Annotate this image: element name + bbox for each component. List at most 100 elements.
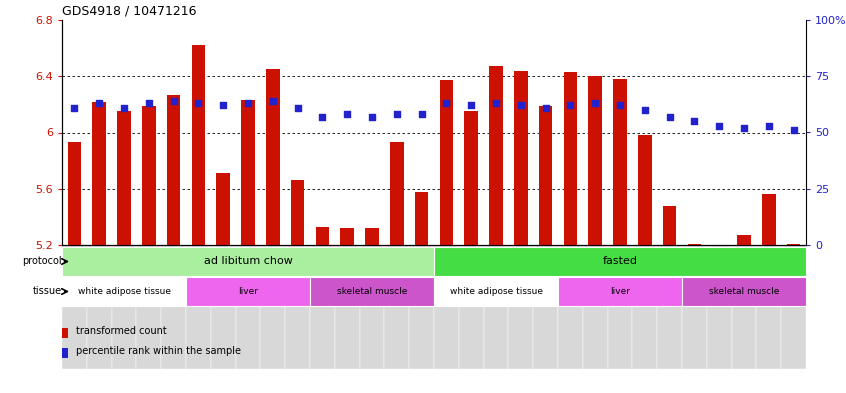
Bar: [390, 142, 404, 245]
Text: skeletal muscle: skeletal muscle: [337, 287, 407, 296]
Bar: [558, 245, 583, 247]
Text: percentile rank within the sample: percentile rank within the sample: [75, 346, 240, 356]
Bar: [162, 245, 186, 247]
Bar: [607, 245, 633, 247]
Bar: [459, 245, 484, 369]
Bar: [706, 245, 732, 247]
Bar: [360, 245, 384, 369]
Bar: [781, 245, 806, 369]
Bar: [583, 245, 607, 247]
Point: [539, 105, 552, 111]
Bar: [682, 277, 806, 306]
Point: [167, 98, 180, 104]
Point: [266, 98, 279, 104]
Bar: [539, 106, 552, 245]
Bar: [335, 245, 360, 369]
Bar: [142, 106, 156, 245]
Bar: [384, 245, 409, 247]
Bar: [756, 245, 781, 369]
Text: ad libitum chow: ad libitum chow: [204, 257, 293, 266]
Point: [563, 102, 577, 108]
Bar: [167, 95, 180, 245]
Bar: [434, 245, 459, 369]
Text: protocol: protocol: [22, 257, 62, 266]
Bar: [484, 245, 508, 369]
Bar: [62, 245, 87, 369]
Bar: [87, 245, 112, 369]
Point: [514, 102, 528, 108]
Text: GDS4918 / 10471216: GDS4918 / 10471216: [62, 4, 196, 17]
Bar: [62, 347, 69, 358]
Bar: [211, 245, 235, 369]
Bar: [409, 245, 434, 247]
Bar: [533, 245, 558, 247]
Bar: [217, 173, 230, 245]
Point: [415, 111, 428, 118]
Bar: [415, 191, 428, 245]
Point: [638, 107, 651, 113]
Point: [589, 100, 602, 107]
Point: [316, 114, 329, 120]
Bar: [781, 245, 806, 247]
Point: [217, 102, 230, 108]
Point: [142, 100, 156, 107]
Bar: [335, 245, 360, 247]
Text: tissue: tissue: [33, 286, 62, 296]
Point: [118, 105, 131, 111]
Text: liver: liver: [238, 287, 258, 296]
Bar: [440, 81, 453, 245]
Bar: [558, 245, 583, 369]
Bar: [607, 245, 633, 369]
Bar: [87, 245, 112, 247]
Bar: [484, 245, 508, 247]
Bar: [92, 101, 106, 245]
Bar: [682, 245, 706, 369]
Bar: [310, 277, 434, 306]
Bar: [285, 245, 310, 369]
Bar: [688, 244, 701, 245]
Bar: [310, 245, 335, 247]
Bar: [285, 245, 310, 247]
Bar: [310, 245, 335, 369]
Bar: [514, 71, 528, 245]
Bar: [583, 245, 607, 369]
Bar: [732, 245, 756, 247]
Bar: [633, 245, 657, 247]
Bar: [732, 245, 756, 369]
Point: [464, 102, 478, 108]
Point: [92, 100, 106, 107]
Text: transformed count: transformed count: [75, 326, 167, 336]
Bar: [409, 245, 434, 369]
Bar: [68, 142, 81, 245]
Bar: [191, 45, 206, 245]
Text: white adipose tissue: white adipose tissue: [78, 287, 171, 296]
Bar: [261, 245, 285, 369]
Bar: [62, 245, 87, 247]
Bar: [657, 245, 682, 369]
Bar: [112, 245, 136, 369]
Bar: [62, 277, 186, 306]
Bar: [508, 245, 533, 369]
Bar: [434, 245, 459, 247]
Point: [613, 102, 627, 108]
Bar: [787, 244, 800, 245]
Point: [662, 114, 676, 120]
Text: skeletal muscle: skeletal muscle: [709, 287, 779, 296]
Bar: [162, 245, 186, 369]
Bar: [558, 277, 682, 306]
Bar: [186, 245, 211, 247]
Point: [712, 123, 726, 129]
Bar: [706, 245, 732, 369]
Bar: [211, 245, 235, 247]
Point: [192, 100, 206, 107]
Bar: [118, 111, 131, 245]
Point: [340, 111, 354, 118]
Bar: [657, 245, 682, 247]
Point: [68, 105, 81, 111]
Bar: [291, 180, 305, 245]
Bar: [533, 245, 558, 369]
Point: [762, 123, 776, 129]
Bar: [762, 195, 776, 245]
Point: [241, 100, 255, 107]
Point: [390, 111, 404, 118]
